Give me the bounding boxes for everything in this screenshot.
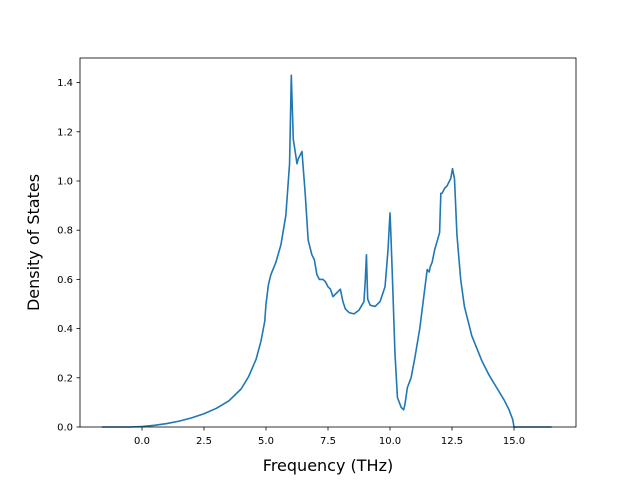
plot-area bbox=[101, 74, 552, 428]
axes-frame bbox=[79, 57, 577, 428]
y-tick-label: 1.0 bbox=[57, 177, 73, 188]
y-axis: 0.0 0.2 0.4 0.6 0.8 1.0 1.2 1.4 bbox=[57, 78, 80, 434]
x-tick-label: 2.5 bbox=[196, 436, 212, 447]
x-tick-label: 12.5 bbox=[441, 436, 463, 447]
y-tick-label: 1.2 bbox=[57, 127, 73, 138]
x-axis-label: Frequency (THz) bbox=[263, 456, 393, 475]
x-tick-label: 7.5 bbox=[320, 436, 336, 447]
x-tick-label: 15.0 bbox=[503, 436, 525, 447]
y-tick-label: 0.6 bbox=[57, 275, 73, 286]
y-tick-label: 1.4 bbox=[57, 78, 73, 89]
x-tick-label: 0.0 bbox=[134, 436, 150, 447]
y-tick-label: 0.0 bbox=[57, 423, 73, 434]
dos-series-line bbox=[101, 74, 552, 428]
y-tick-label: 0.2 bbox=[57, 373, 73, 384]
y-axis-label: Density of States bbox=[24, 174, 43, 311]
x-tick-label: 10.0 bbox=[379, 436, 401, 447]
y-tick-label: 0.8 bbox=[57, 226, 73, 237]
x-tick-label: 5.0 bbox=[258, 436, 274, 447]
y-tick-label: 0.4 bbox=[57, 324, 73, 335]
x-axis: 0.0 2.5 5.0 7.5 10.0 12.5 15.0 bbox=[134, 427, 525, 447]
